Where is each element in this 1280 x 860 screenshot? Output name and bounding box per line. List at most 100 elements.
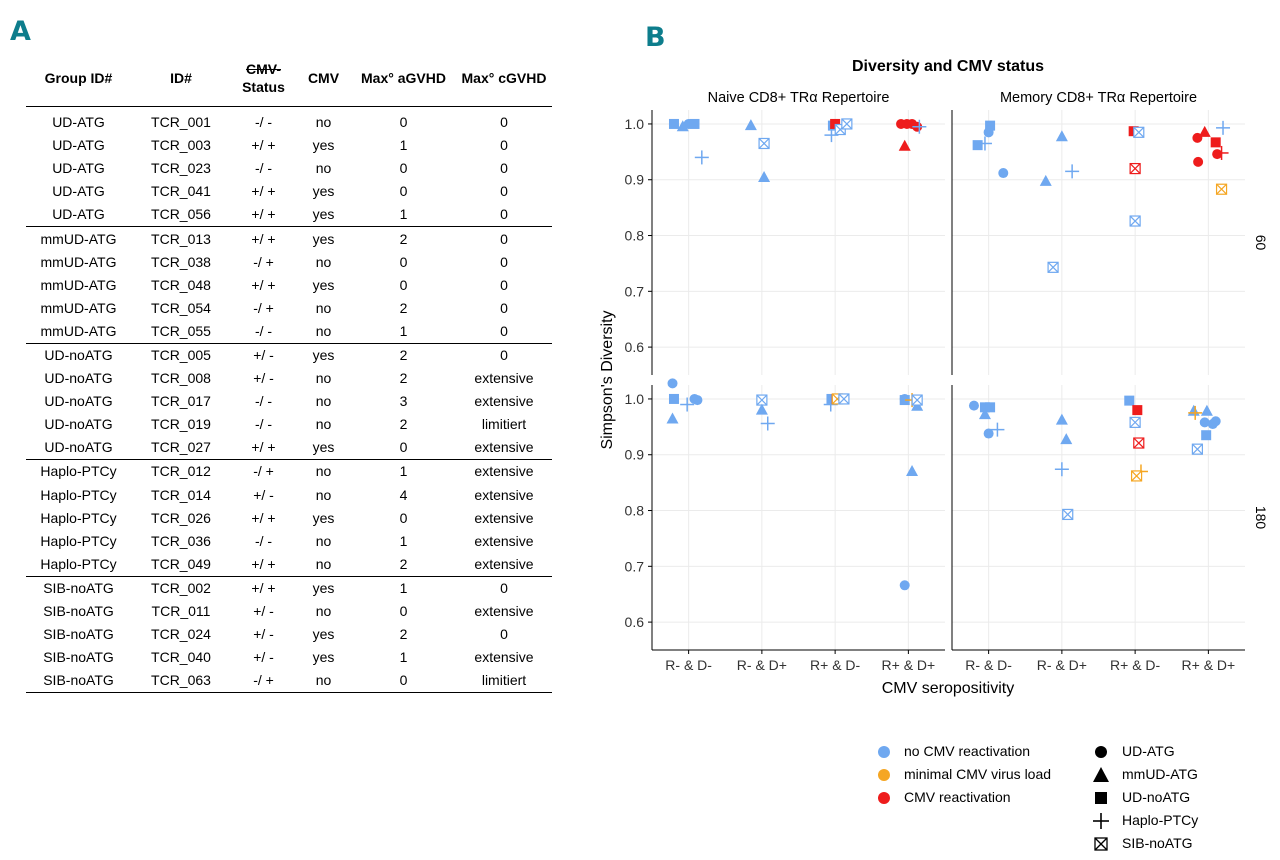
x-tick-label: R- & D- <box>965 657 1012 673</box>
header-agvhd: Max° aGVHD <box>351 50 456 107</box>
y-tick-label: 0.6 <box>625 614 645 630</box>
cell-cmv: yes <box>312 346 335 363</box>
ud-noatg-point <box>1201 430 1212 441</box>
square-icon <box>1095 791 1107 804</box>
cell-cmv-status: +/ + <box>231 552 296 577</box>
cell-cmv-status: +/ + <box>251 579 276 596</box>
header-cgvhd: Max° cGVHD <box>456 50 552 107</box>
legend-label-ud-atg: UD-ATG <box>1122 743 1175 759</box>
cell-cgvhd: extensive <box>456 552 552 577</box>
mmud-atg-point <box>1055 413 1068 425</box>
cell-group: SIB-noATG <box>43 649 114 666</box>
cell-id: TCR_017 <box>151 393 211 410</box>
cell-cmv: no <box>296 669 351 694</box>
sib-noatg-point <box>1133 437 1145 449</box>
boxx-part <box>838 393 850 405</box>
cell-id: TCR_013 <box>151 230 211 247</box>
facet-row-label: 60 <box>1253 235 1269 251</box>
mmud-atg-point <box>744 119 757 131</box>
legend-item-none: no CMV reactivation <box>878 740 1051 763</box>
table-row: SIB-noATG TCR_040 +/ - yes 1 extensive <box>26 646 552 669</box>
cell-cmv-status: +/ - <box>253 346 274 363</box>
ud-noatg-point <box>668 393 679 404</box>
cell-cmv: no <box>315 370 332 387</box>
cell-agvhd: 1 <box>351 319 456 344</box>
sib-noatg-point <box>1047 261 1059 273</box>
cell-agvhd: 1 <box>399 649 408 666</box>
table-row: UD-ATG TCR_056 +/ + yes 1 0 <box>26 203 552 228</box>
cell-agvhd: 1 <box>399 579 408 596</box>
y-tick-label: 0.8 <box>625 228 645 244</box>
table-row: Haplo-PTCy TCR_036 -/ - no 1 extensive <box>26 530 552 553</box>
cell-id: TCR_001 <box>151 114 211 131</box>
cell-id: TCR_049 <box>131 552 231 577</box>
mmud-atg-point <box>1055 130 1068 142</box>
boxx-part <box>1191 443 1203 455</box>
cell-cmv: no <box>315 486 332 503</box>
sib-noatg-point <box>1062 508 1074 521</box>
cell-agvhd: 1 <box>351 203 456 228</box>
circle-icon <box>1095 745 1107 758</box>
cell-id: TCR_014 <box>151 486 211 503</box>
cell-cmv-status: -/ - <box>254 160 273 177</box>
cell-cgvhd: 0 <box>500 160 508 177</box>
mmud-atg-point <box>1187 404 1200 416</box>
legend-label-haplo-ptcy: Haplo-PTCy <box>1122 812 1199 828</box>
cell-cgvhd: 0 <box>456 319 552 344</box>
sib-noatg-point <box>1215 183 1228 195</box>
panel-a-label: A <box>10 16 31 47</box>
cell-id: TCR_055 <box>131 319 231 344</box>
cell-cmv: yes <box>296 436 351 461</box>
x-tick-label: R- & D- <box>665 657 712 673</box>
haplo-ptcy-point <box>1065 164 1080 179</box>
y-tick-label: 1.0 <box>625 391 645 407</box>
legend-item-haplo-ptcy: Haplo-PTCy <box>1090 809 1198 832</box>
table-row: SIB-noATG TCR_024 +/ - yes 2 0 <box>26 623 552 646</box>
cell-group: UD-ATG <box>52 137 105 154</box>
cell-cmv-status: -/ + <box>231 669 296 694</box>
ud-noatg-point <box>1124 395 1135 406</box>
sib-noatg-point <box>911 394 923 406</box>
y-tick-label: 0.9 <box>625 447 645 463</box>
cell-id: TCR_023 <box>151 160 211 177</box>
cell-id: TCR_063 <box>131 669 231 694</box>
mmud-atg-point <box>906 464 919 476</box>
haplo-ptcy-point <box>1054 462 1069 477</box>
mmud-atg-point <box>666 412 679 424</box>
haplo-ptcy-point <box>760 416 775 431</box>
boxx-part <box>1129 215 1141 227</box>
cell-group: UD-ATG <box>52 183 105 200</box>
cell-cmv: no <box>315 603 332 620</box>
table-row: Haplo-PTCy TCR_014 +/ - no 4 extensive <box>26 484 552 507</box>
sib-noatg-point <box>1191 443 1203 455</box>
cell-cmv: yes <box>312 649 335 666</box>
cell-agvhd: 2 <box>399 299 408 316</box>
cell-cmv-status: +/ + <box>231 203 296 228</box>
boxx-part <box>1131 470 1143 482</box>
legend-item-minimal: minimal CMV virus load <box>878 763 1051 786</box>
cell-cmv-status: -/ - <box>254 416 273 433</box>
table-row: UD-noATG TCR_017 -/ - no 3 extensive <box>26 390 552 413</box>
cell-agvhd: 1 <box>399 463 408 480</box>
x-axis-title: CMV seropositivity <box>882 680 1014 697</box>
cell-cmv-status: +/ + <box>251 137 276 154</box>
legend-dot-minimal <box>878 768 890 781</box>
mmud-atg-point <box>978 408 991 420</box>
haplo-ptcy-point <box>912 119 927 134</box>
cell-agvhd: 2 <box>399 346 408 363</box>
cell-cgvhd: limitiert <box>456 669 552 694</box>
boxx-part <box>911 394 923 406</box>
cell-cmv-status: +/ + <box>251 276 276 293</box>
cell-agvhd: 2 <box>351 552 456 577</box>
cell-agvhd: 1 <box>399 532 408 549</box>
mmud-atg-point <box>676 120 689 132</box>
triangle-icon <box>1093 766 1109 782</box>
ud-noatg-point <box>972 140 983 151</box>
cell-id: TCR_041 <box>151 183 211 200</box>
cell-cgvhd: 0 <box>500 114 508 131</box>
ud-atg-point <box>667 378 678 389</box>
legend-label-ud-noatg: UD-noATG <box>1122 789 1191 805</box>
haplo-ptcy-point <box>1216 120 1231 135</box>
diversity-chart: Diversity and CMV status Naive CD8+ TRα R… <box>599 58 1269 697</box>
cell-id: TCR_008 <box>151 370 211 387</box>
